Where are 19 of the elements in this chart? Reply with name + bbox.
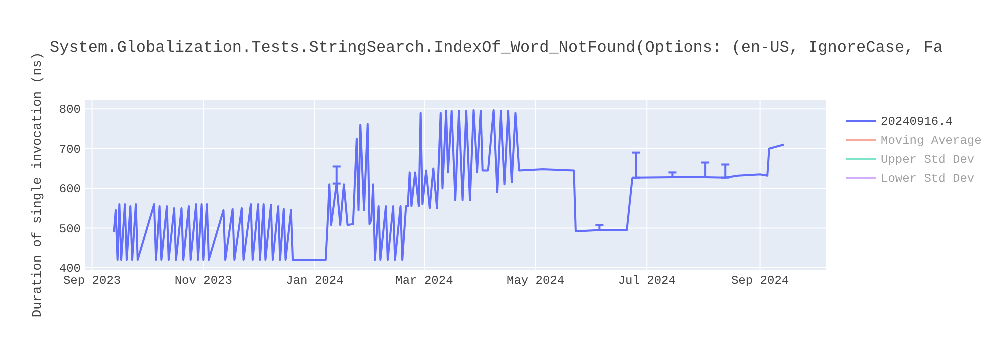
y-axis-title: Duration of single invocation (ns) <box>30 52 45 318</box>
y-tick-label: 800 <box>59 103 81 118</box>
x-tick-label: May 2024 <box>507 274 565 288</box>
y-tick-label: 600 <box>59 182 81 197</box>
x-tick-label: Sep 2023 <box>63 274 122 288</box>
x-tick-label: Jan 2024 <box>286 274 344 288</box>
legend-label: Upper Std Dev <box>881 153 975 167</box>
y-tick-label: 500 <box>59 222 81 236</box>
y-tick-label: 400 <box>59 262 81 276</box>
x-tick-label: Jul 2024 <box>618 274 676 288</box>
x-tick-label: Mar 2024 <box>396 274 454 288</box>
line-series <box>113 109 786 262</box>
legend-label: Lower Std Dev <box>881 172 975 186</box>
chart-title: System.Globalization.Tests.StringSearch.IndexOf_Word_NotFound(Options: (en-US, IgnoreCase, Fa <box>50 39 944 57</box>
x-tick-label: Nov 2023 <box>174 274 232 288</box>
y-tick-label: 700 <box>59 142 81 157</box>
x-tick-label: Sep 2024 <box>731 274 790 288</box>
legend-label: 20240916.4 <box>881 115 954 129</box>
legend-label: Moving Average <box>881 134 982 148</box>
